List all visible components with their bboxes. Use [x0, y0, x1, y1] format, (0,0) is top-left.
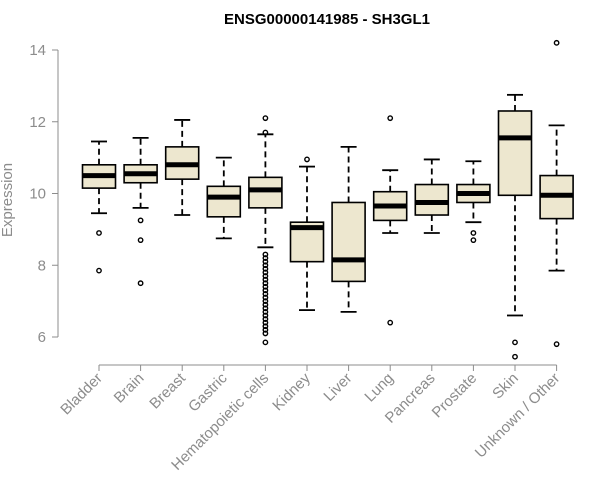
x-tick-label: Breast	[146, 369, 189, 412]
outlier-point	[262, 273, 269, 279]
outlier-point	[262, 129, 269, 136]
outlier-point	[262, 298, 269, 305]
outlier-point	[137, 237, 144, 244]
outlier-point	[262, 262, 269, 269]
y-axis-label: Expression	[0, 163, 16, 237]
box-pancreas	[414, 158, 450, 234]
outlier-point	[262, 251, 269, 258]
x-tick-label: Kidney	[269, 369, 314, 414]
y-tick-label: 8	[38, 257, 46, 274]
outlier-point	[470, 230, 477, 236]
outlier-point	[553, 39, 560, 46]
y-tick-label: 6	[38, 329, 46, 346]
outlier-point	[137, 217, 144, 224]
outlier-point	[96, 267, 102, 274]
x-tick-label: Liver	[320, 370, 355, 405]
box-prostate	[456, 160, 491, 244]
boxes-group	[81, 39, 574, 360]
box-brain	[123, 136, 158, 287]
box-breast	[164, 119, 200, 216]
outlier-point	[262, 115, 269, 122]
x-tick-label: Brain	[111, 370, 148, 407]
y-tick-label: 12	[29, 114, 46, 131]
x-tick-label: Skin	[489, 370, 522, 403]
outlier-point	[262, 305, 269, 312]
outlier-point	[262, 265, 269, 272]
iqr-box	[414, 183, 450, 216]
outlier-point	[137, 280, 144, 287]
box-bladder	[81, 140, 117, 274]
outlier-point	[262, 326, 269, 333]
outlier-point	[262, 294, 269, 301]
outlier-point	[262, 287, 269, 294]
box-liver	[331, 145, 366, 313]
outlier-point	[262, 308, 269, 315]
box-gastric	[206, 156, 242, 240]
chart-title: ENSG00000141985 - SH3GL1	[224, 11, 430, 28]
outlier-point	[96, 230, 102, 236]
y-tick-label: 14	[29, 42, 46, 59]
outlier-point	[262, 339, 269, 346]
outlier-point	[262, 291, 269, 297]
box-lung	[372, 115, 408, 326]
outlier-point	[262, 323, 269, 330]
outlier-point	[262, 255, 269, 261]
iqr-box	[206, 185, 242, 218]
x-tick-label: Prostate	[429, 370, 481, 422]
iqr-box	[497, 110, 533, 197]
outlier-point	[512, 353, 518, 360]
box-skin	[497, 93, 533, 360]
x-tick-label: Lung	[361, 370, 397, 406]
outlier-point	[470, 237, 477, 244]
box-kidney	[289, 156, 325, 311]
y-axis: 6 8 10 12 14	[29, 42, 59, 346]
outlier-point	[262, 301, 269, 308]
outlier-point	[553, 341, 560, 348]
iqr-box	[331, 201, 366, 283]
x-tick-label: Bladder	[57, 370, 106, 419]
box-hematopoietic-cells	[248, 115, 283, 346]
outlier-point	[262, 269, 269, 276]
outlier-point	[304, 156, 310, 163]
outlier-point	[387, 319, 394, 326]
outlier-point	[262, 312, 269, 319]
y-tick-label: 10	[29, 186, 46, 203]
outlier-point	[512, 339, 518, 346]
outlier-point	[262, 316, 269, 322]
box-unknown-other	[539, 39, 574, 348]
outlier-point	[262, 276, 269, 283]
outlier-point	[262, 319, 269, 326]
iqr-box	[248, 176, 283, 209]
outlier-point	[262, 283, 269, 290]
outlier-point	[262, 330, 269, 337]
outlier-point	[387, 115, 394, 122]
outlier-point	[262, 258, 269, 265]
outlier-point	[262, 280, 269, 287]
